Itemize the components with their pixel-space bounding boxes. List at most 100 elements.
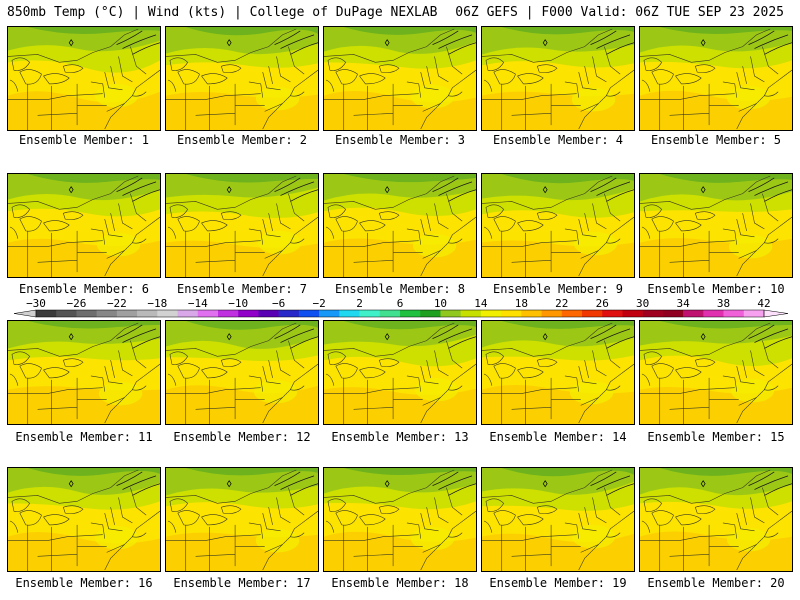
- ensemble-member-map: [481, 467, 635, 572]
- ensemble-member-label: Ensemble Member: 2: [176, 133, 308, 147]
- colorbar-tick-label: −26: [67, 297, 87, 310]
- map-boundaries: [324, 175, 476, 277]
- colorbar-tick-label: 22: [555, 297, 568, 310]
- map-boundaries: [640, 28, 792, 130]
- temperature-field: [166, 27, 318, 130]
- ensemble-member-map: [323, 26, 477, 131]
- station-marker: [384, 333, 390, 341]
- station-marker: [542, 480, 548, 488]
- ensemble-member-label: Ensemble Member: 12: [173, 430, 311, 444]
- colorbar-swatch: [440, 310, 461, 317]
- station-marker: [384, 480, 390, 488]
- wind-contours: [116, 324, 160, 349]
- ensemble-member-label: Ensemble Member: 5: [650, 133, 782, 147]
- colorbar-swatch: [36, 310, 57, 317]
- colorbar-swatch: [460, 310, 482, 317]
- ensemble-member-label: Ensemble Member: 19: [489, 576, 627, 590]
- wind-contours: [432, 30, 476, 55]
- map-boundaries: [640, 175, 792, 277]
- map-canvas: [324, 174, 476, 277]
- temperature-field: [324, 174, 476, 277]
- map-boundaries: [166, 322, 318, 424]
- ensemble-member-label: Ensemble Member: 16: [15, 576, 153, 590]
- ensemble-member-map: [7, 26, 161, 131]
- ensemble-member-map: [639, 467, 793, 572]
- colorbar-tick-label: −14: [188, 297, 208, 310]
- colorbar-tick-label: 14: [474, 297, 488, 310]
- map-boundaries: [640, 322, 792, 424]
- map-canvas: [8, 321, 160, 424]
- ensemble-member-label: Ensemble Member: 3: [334, 133, 466, 147]
- colorbar-swatch: [561, 310, 583, 317]
- ensemble-member-label: Ensemble Member: 15: [647, 430, 785, 444]
- station-marker: [700, 186, 706, 194]
- temperature-field: [166, 321, 318, 424]
- temperature-field: [8, 27, 160, 130]
- colorbar-swatch: [258, 310, 279, 317]
- map-boundaries: [166, 175, 318, 277]
- station-marker: [542, 186, 548, 194]
- colorbar-swatch: [683, 310, 704, 317]
- map-boundaries: [166, 469, 318, 571]
- colorbar-tick-label: 26: [596, 297, 609, 310]
- station-marker: [542, 333, 548, 341]
- map-canvas: [324, 468, 476, 571]
- map-boundaries: [640, 469, 792, 571]
- wind-contours: [590, 177, 634, 202]
- temperature-field: [166, 174, 318, 277]
- wind-contours: [274, 471, 318, 496]
- temperature-field: [482, 174, 634, 277]
- colorbar-tick-label: 10: [434, 297, 447, 310]
- colorbar-swatch: [501, 310, 522, 317]
- map-canvas: [324, 27, 476, 130]
- colorbar-swatch: [622, 310, 643, 317]
- station-marker: [226, 186, 232, 194]
- colorbar-high-arrow: [763, 309, 789, 318]
- temperature-colorbar: −30 −26 −22 −18 −14 −10 −6 −2 2 6 10 14 18 22 26 30 34 38…: [13, 297, 789, 318]
- wind-contours: [590, 324, 634, 349]
- ensemble-member-label: Ensemble Member: 13: [331, 430, 469, 444]
- wind-contours: [274, 30, 318, 55]
- map-canvas: [166, 321, 318, 424]
- colorbar-swatch: [177, 310, 199, 317]
- station-marker: [68, 333, 74, 341]
- ensemble-member-label: Ensemble Member: 8: [334, 282, 466, 296]
- wind-contours: [116, 471, 160, 496]
- wind-contours: [748, 177, 792, 202]
- ensemble-member-map: [481, 26, 635, 131]
- colorbar-swatch: [157, 310, 178, 317]
- colorbar-swatch: [642, 310, 664, 317]
- colorbar-swatch: [218, 310, 239, 317]
- colorbar-swatch: [197, 310, 219, 317]
- ensemble-member-map: [481, 320, 635, 425]
- colorbar-tick-label: −30: [26, 297, 46, 310]
- colorbar-swatch: [319, 310, 340, 317]
- colorbar-tick-label: 6: [397, 297, 404, 310]
- map-boundaries: [324, 28, 476, 130]
- station-marker: [226, 480, 232, 488]
- wind-contours: [274, 324, 318, 349]
- ensemble-member-label: Ensemble Member: 7: [176, 282, 308, 296]
- map-canvas: [166, 468, 318, 571]
- station-marker: [68, 39, 74, 47]
- map-canvas: [482, 321, 634, 424]
- colorbar-tick-label: 30: [636, 297, 649, 310]
- ensemble-member-map: [165, 467, 319, 572]
- map-boundaries: [482, 469, 634, 571]
- wind-contours: [274, 177, 318, 202]
- colorbar-tick-label: 18: [515, 297, 528, 310]
- colorbar-tick-label: 38: [717, 297, 730, 310]
- map-canvas: [640, 468, 792, 571]
- station-marker: [542, 39, 548, 47]
- station-marker: [226, 333, 232, 341]
- map-canvas: [8, 468, 160, 571]
- temperature-field: [324, 321, 476, 424]
- colorbar-swatch: [480, 310, 502, 317]
- colorbar-swatch: [662, 310, 684, 317]
- colorbar-swatch: [521, 310, 542, 317]
- station-marker: [700, 39, 706, 47]
- temperature-field: [324, 468, 476, 571]
- station-marker: [68, 186, 74, 194]
- map-boundaries: [8, 175, 160, 277]
- wind-contours: [590, 471, 634, 496]
